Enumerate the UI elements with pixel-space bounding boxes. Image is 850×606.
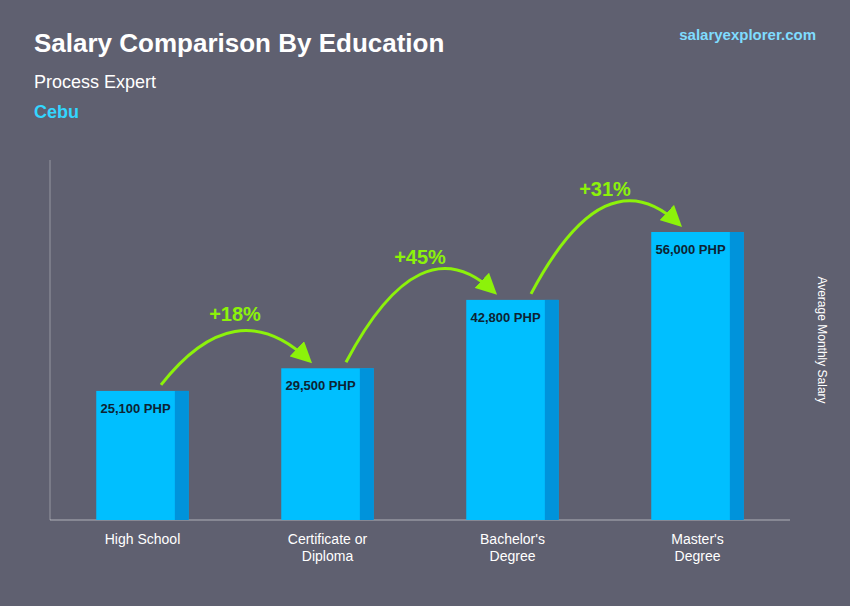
growth-arrow xyxy=(346,269,494,363)
bar-shade xyxy=(545,300,559,520)
title: Salary Comparison By Education xyxy=(34,28,444,58)
x-tick-label-line: Degree xyxy=(490,548,536,564)
x-tick-label-line: Degree xyxy=(675,548,721,564)
x-tick-label-line: Master's xyxy=(671,531,723,547)
subtitle: Cebu xyxy=(34,102,79,122)
data-label: 42,800 PHP xyxy=(471,310,541,325)
x-tick-label-line: Diploma xyxy=(302,548,354,564)
bar xyxy=(651,232,744,520)
bar-shade xyxy=(730,232,744,520)
bar xyxy=(281,368,374,520)
growth-arrow xyxy=(531,201,679,294)
bar-shade xyxy=(175,391,189,520)
x-tick-label: High School xyxy=(105,531,181,547)
x-tick-label-line: Certificate or xyxy=(288,531,368,547)
x-tick-label-line: High School xyxy=(105,531,181,547)
data-label: 56,000 PHP xyxy=(656,242,726,257)
background xyxy=(0,0,850,606)
x-tick-label: Bachelor'sDegree xyxy=(480,531,545,564)
bar-shade xyxy=(360,368,374,520)
bar xyxy=(466,300,559,520)
annotation: +31% xyxy=(579,178,631,200)
subtitle: Process Expert xyxy=(34,72,156,92)
x-tick-label: Master'sDegree xyxy=(671,531,723,564)
source: salaryexplorer.com xyxy=(679,26,816,43)
x-tick-label: Certificate orDiploma xyxy=(288,531,368,564)
data-label: 25,100 PHP xyxy=(101,401,171,416)
y-axis-label: Average Monthly Salary xyxy=(815,276,829,403)
chart: Salary Comparison By Education Process Ex… xyxy=(0,0,850,606)
annotation: +18% xyxy=(209,303,261,325)
annotation: +45% xyxy=(394,246,446,268)
x-tick-label-line: Bachelor's xyxy=(480,531,545,547)
data-label: 29,500 PHP xyxy=(286,378,356,393)
bar xyxy=(96,391,189,520)
y-axis-line xyxy=(50,160,51,520)
growth-arrow xyxy=(161,331,309,385)
bars xyxy=(96,232,744,520)
